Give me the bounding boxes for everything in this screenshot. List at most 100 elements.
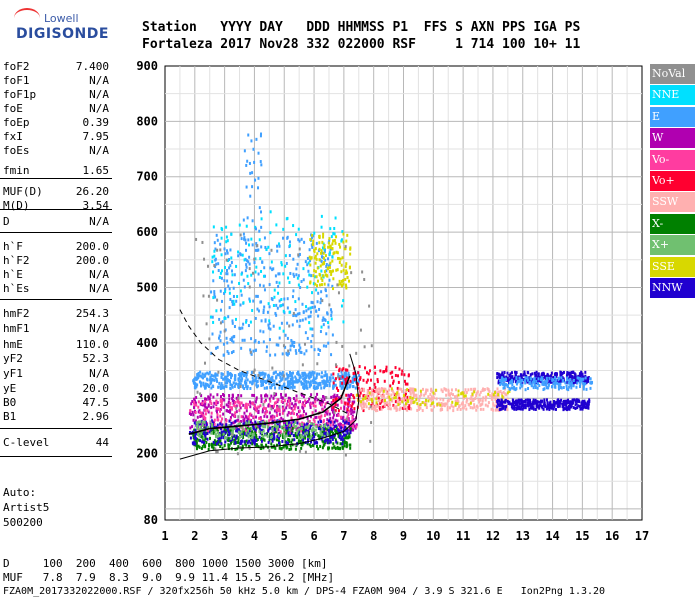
data-point bbox=[189, 436, 192, 440]
data-point bbox=[502, 406, 505, 410]
data-point bbox=[230, 376, 233, 380]
data-point bbox=[302, 267, 305, 271]
data-point bbox=[444, 402, 447, 406]
data-point bbox=[373, 382, 376, 386]
data-point bbox=[320, 414, 323, 418]
data-point bbox=[260, 217, 263, 221]
param-row: foF1 N/A bbox=[3, 74, 109, 88]
data-point bbox=[297, 406, 300, 410]
data-point bbox=[365, 405, 368, 409]
data-point bbox=[343, 421, 346, 425]
data-point bbox=[399, 406, 402, 410]
data-point bbox=[222, 385, 225, 389]
data-point bbox=[308, 273, 311, 277]
data-point bbox=[566, 373, 569, 377]
param-row: h`F2 200.0 bbox=[3, 254, 109, 268]
data-point bbox=[519, 373, 522, 377]
data-point bbox=[302, 426, 305, 430]
data-point bbox=[335, 235, 338, 239]
data-point bbox=[303, 378, 306, 382]
data-point bbox=[499, 383, 502, 387]
data-point bbox=[212, 270, 215, 274]
data-point bbox=[510, 386, 513, 390]
data-point bbox=[345, 286, 348, 290]
data-point bbox=[237, 385, 240, 389]
data-point bbox=[320, 214, 323, 218]
data-point bbox=[567, 388, 570, 392]
data-point bbox=[269, 399, 272, 403]
data-point bbox=[395, 394, 398, 398]
data-point bbox=[210, 386, 213, 390]
data-point bbox=[263, 374, 266, 378]
data-point bbox=[506, 377, 509, 381]
data-point bbox=[212, 296, 215, 300]
data-point bbox=[559, 377, 562, 381]
data-point bbox=[497, 393, 500, 397]
data-point bbox=[588, 400, 591, 404]
data-point bbox=[301, 363, 304, 367]
data-point bbox=[319, 430, 322, 434]
data-point bbox=[558, 404, 561, 408]
data-point bbox=[333, 424, 336, 428]
data-point bbox=[230, 351, 233, 355]
data-point bbox=[198, 445, 201, 449]
data-point bbox=[344, 277, 347, 281]
data-point bbox=[240, 433, 243, 437]
data-point bbox=[412, 387, 415, 391]
data-point bbox=[272, 371, 275, 375]
data-point bbox=[391, 375, 394, 379]
data-point bbox=[515, 377, 518, 381]
data-point bbox=[513, 404, 516, 408]
data-point bbox=[263, 438, 266, 442]
data-point bbox=[267, 440, 270, 444]
data-point bbox=[345, 374, 348, 378]
data-point bbox=[306, 422, 309, 426]
data-point bbox=[193, 428, 196, 432]
data-point bbox=[228, 405, 231, 409]
param-value: 110.0 bbox=[75, 338, 109, 351]
data-point bbox=[549, 374, 552, 378]
data-point bbox=[278, 405, 281, 409]
data-point bbox=[286, 376, 289, 380]
data-point bbox=[434, 388, 437, 392]
data-point bbox=[311, 334, 314, 338]
data-point bbox=[280, 446, 283, 450]
data-point bbox=[345, 284, 348, 288]
data-point bbox=[338, 257, 341, 261]
data-point bbox=[344, 433, 347, 437]
data-point bbox=[343, 247, 346, 251]
data-point bbox=[565, 384, 568, 388]
data-point bbox=[347, 374, 350, 378]
data-point bbox=[300, 422, 303, 426]
data-point bbox=[281, 439, 284, 443]
data-point bbox=[461, 401, 464, 405]
data-point bbox=[264, 433, 267, 437]
data-point bbox=[300, 380, 303, 384]
data-point bbox=[219, 308, 222, 312]
data-point bbox=[321, 251, 324, 255]
data-point bbox=[229, 416, 232, 420]
data-point bbox=[395, 405, 398, 409]
data-point bbox=[306, 431, 309, 435]
data-point bbox=[315, 374, 318, 378]
data-point bbox=[189, 409, 192, 413]
data-point bbox=[567, 407, 570, 411]
data-point bbox=[562, 370, 565, 374]
data-point bbox=[199, 414, 202, 418]
data-point bbox=[312, 431, 315, 435]
data-point bbox=[291, 402, 294, 406]
data-point bbox=[322, 395, 325, 399]
data-point bbox=[254, 400, 257, 404]
data-point bbox=[328, 239, 331, 243]
data-point bbox=[294, 308, 297, 312]
data-point bbox=[231, 273, 234, 277]
data-point bbox=[292, 397, 295, 401]
data-point bbox=[336, 394, 339, 398]
data-point bbox=[310, 300, 313, 304]
data-point bbox=[269, 385, 272, 389]
data-point bbox=[315, 288, 318, 292]
data-point bbox=[248, 161, 251, 165]
data-point bbox=[271, 406, 274, 410]
data-point bbox=[342, 240, 345, 244]
data-point bbox=[219, 248, 222, 252]
